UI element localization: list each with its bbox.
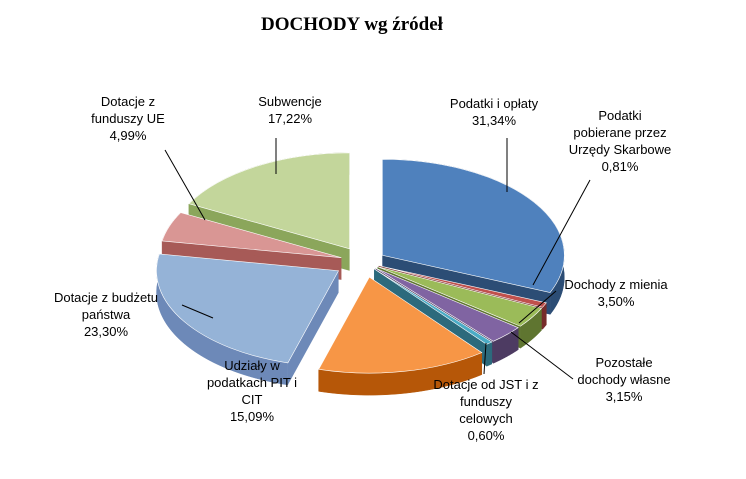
slice-label: Dotacje z funduszy UE 4,99% <box>91 94 165 143</box>
pie-slice <box>373 268 493 345</box>
pie-slice <box>375 267 519 342</box>
slice-label: Dotacje od JST i z funduszy celowych 0,60% <box>433 377 538 443</box>
pie-slice <box>378 265 547 308</box>
slice-label: Podatki i opłaty 31,34% <box>450 96 539 128</box>
slice-label: Podatki pobierane przez Urzędy Skarbowe 0,8… <box>569 108 672 174</box>
slice-label: Dochody z mienia 3,50% <box>564 277 668 309</box>
pie-slice <box>156 253 340 364</box>
slice-label: Subwencje 17,22% <box>258 94 322 126</box>
pie-slice <box>188 152 350 250</box>
slice-label: Dotacje z budżetu państwa 23,30% <box>54 290 158 339</box>
leader-line <box>518 290 557 324</box>
pie-slice <box>318 276 483 374</box>
slice-label: Udziały w podatkach PIT i CIT 15,09% <box>207 358 297 424</box>
leader-line <box>483 342 487 375</box>
leader-line <box>510 331 574 380</box>
pie-slice <box>161 212 342 258</box>
pie-slice <box>377 266 543 327</box>
leader-line <box>164 149 206 221</box>
leader-line <box>532 179 591 286</box>
leader-line <box>181 304 214 319</box>
slice-label: Pozostałe dochody własne 3,15% <box>577 355 670 404</box>
pie-slice <box>382 159 565 293</box>
chart-title: DOCHODY wg źródeł <box>261 14 443 35</box>
